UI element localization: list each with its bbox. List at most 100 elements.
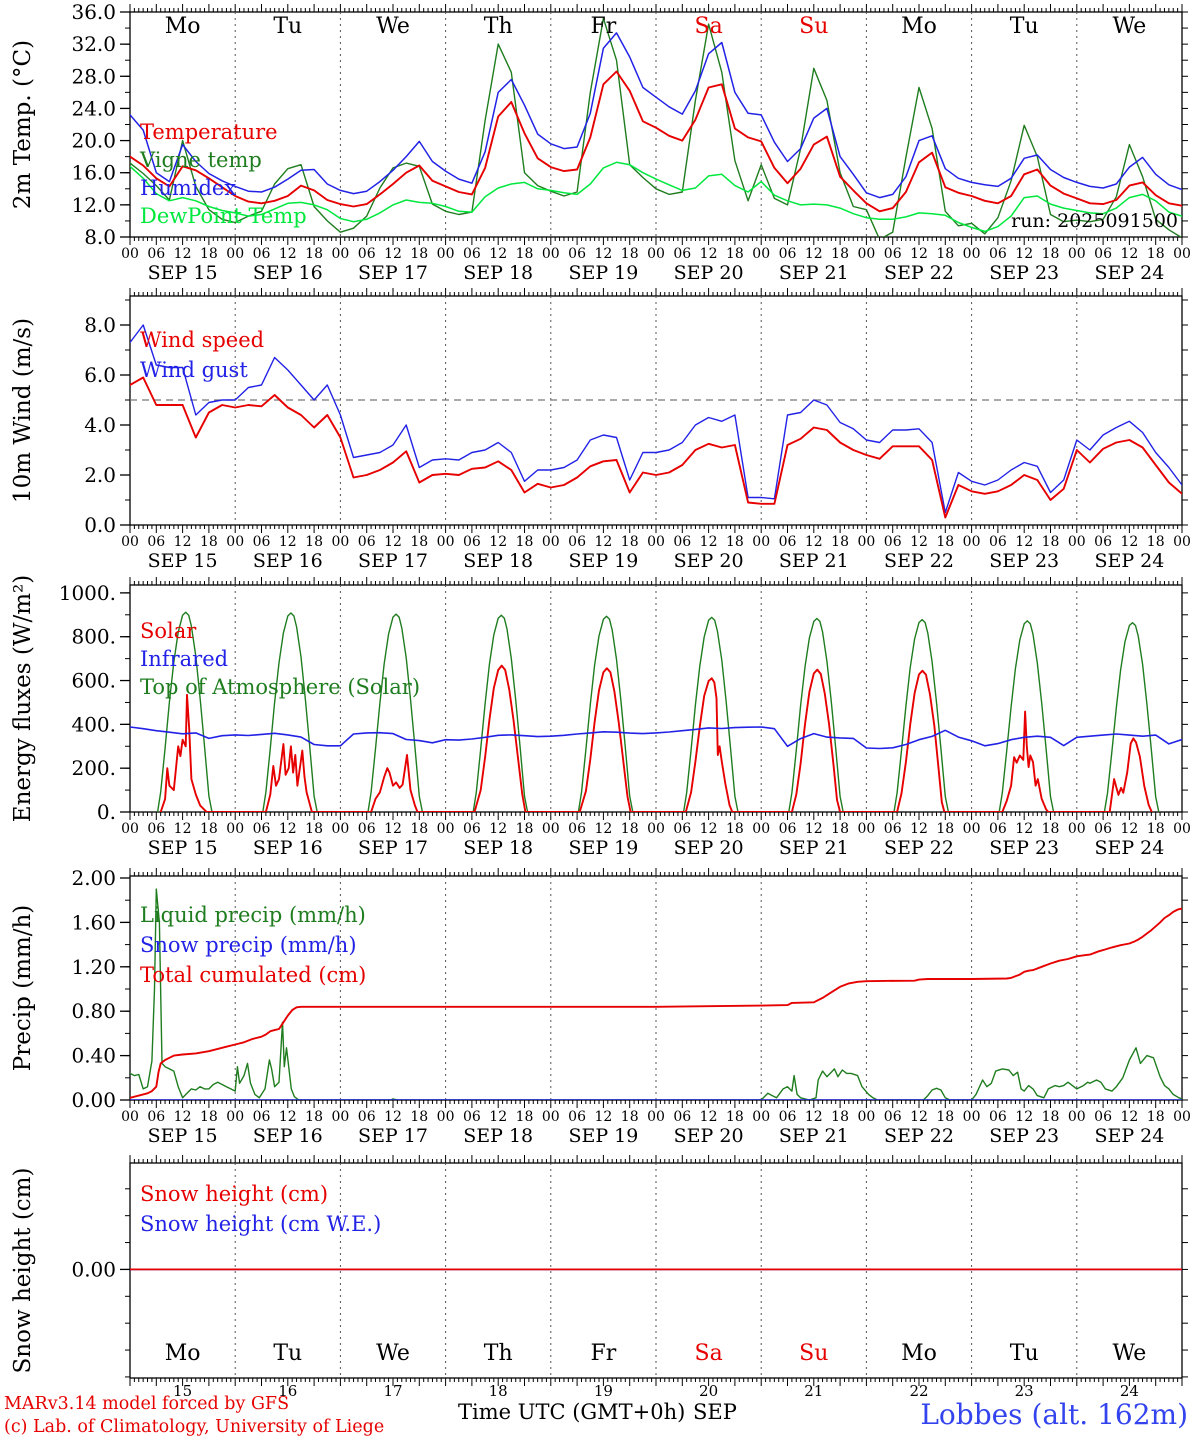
hour-label: 06 [884, 534, 902, 550]
hour-label: 00 [963, 534, 981, 550]
legend-wind-panel-1: Wind gust [140, 358, 248, 382]
hour-label: 12 [174, 534, 192, 550]
precip-panel-series-group [130, 888, 1182, 1100]
y-tick-label: 1000. [59, 581, 116, 605]
hour-label: 00 [1173, 246, 1191, 262]
hour-label: 06 [884, 821, 902, 837]
date-label: SEP 15 [148, 837, 218, 859]
hour-label: 00 [226, 1109, 244, 1125]
hour-label: 18 [621, 246, 639, 262]
hour-label: 00 [1173, 821, 1191, 837]
hour-label: 12 [910, 1109, 928, 1125]
y-tick-label: 24.0 [71, 96, 116, 120]
hour-label: 18 [516, 1109, 534, 1125]
hour-label: 12 [279, 246, 297, 262]
hour-label: 00 [1068, 246, 1086, 262]
day-label-bottom: Tu [1010, 1341, 1039, 1366]
axis-title-snow-panel: Snow height (cm) [10, 1168, 36, 1374]
hour-label: 06 [779, 534, 797, 550]
day-number: 15 [173, 1382, 192, 1400]
day-label-top: Fr [591, 14, 617, 39]
series-liquid-precip [130, 888, 1182, 1100]
hour-label: 06 [147, 821, 165, 837]
date-label: SEP 19 [568, 550, 638, 572]
hour-label: 18 [1042, 1109, 1060, 1125]
date-label: SEP 16 [253, 837, 323, 859]
hour-label: 18 [831, 534, 849, 550]
hour-label: 18 [936, 1109, 954, 1125]
hour-label: 06 [779, 821, 797, 837]
date-label: SEP 17 [358, 262, 428, 284]
day-label-top: We [1112, 14, 1146, 39]
date-label: SEP 16 [253, 1125, 323, 1147]
y-tick-label: 36.0 [71, 0, 116, 24]
day-label-bottom: Mo [165, 1341, 201, 1366]
hour-label: 06 [989, 1109, 1007, 1125]
legend-precip-panel-2: Total cumulated (cm) [140, 963, 366, 987]
hour-label: 06 [568, 246, 586, 262]
date-label: SEP 23 [989, 550, 1059, 572]
y-tick-label: 0. [97, 800, 116, 824]
date-label: SEP 20 [674, 1125, 744, 1147]
date-label: SEP 17 [358, 1125, 428, 1147]
date-label: SEP 24 [1094, 262, 1164, 284]
hour-label: 18 [936, 821, 954, 837]
site-label: Lobbes (alt. 162m) [920, 1398, 1188, 1431]
temperature-panel-series-group [130, 17, 1182, 237]
hour-label: 06 [147, 534, 165, 550]
date-label: SEP 21 [779, 1125, 849, 1147]
legend-energy-panel-1: Infrared [140, 647, 228, 671]
hour-label: 18 [305, 534, 323, 550]
hour-label: 12 [489, 246, 507, 262]
hour-label: 00 [542, 246, 560, 262]
hour-label: 18 [1042, 534, 1060, 550]
hour-label: 12 [489, 821, 507, 837]
hour-label: 18 [831, 246, 849, 262]
y-tick-label: 12.0 [71, 193, 116, 217]
hour-label: 00 [647, 246, 665, 262]
hour-label: 06 [463, 534, 481, 550]
hour-label: 18 [410, 1109, 428, 1125]
hour-label: 06 [253, 821, 271, 837]
y-tick-label: 0.40 [71, 1044, 116, 1068]
hour-label: 00 [437, 534, 455, 550]
date-label: SEP 22 [884, 1125, 954, 1147]
hour-label: 00 [542, 1109, 560, 1125]
hour-label: 00 [121, 534, 139, 550]
hour-label: 12 [489, 534, 507, 550]
hour-label: 12 [174, 821, 192, 837]
hour-label: 00 [647, 1109, 665, 1125]
hour-label: 06 [989, 246, 1007, 262]
y-tick-label: 4.0 [84, 413, 116, 437]
axis-title-energy-panel: Energy fluxes (W/m²) [10, 575, 36, 822]
legend-temperature-panel-3: DewPoint Temp [140, 204, 307, 228]
y-tick-label: 0.0 [84, 513, 116, 537]
hour-label: 18 [516, 246, 534, 262]
date-label: SEP 22 [884, 837, 954, 859]
hour-label: 12 [279, 1109, 297, 1125]
hour-label: 18 [200, 246, 218, 262]
hour-label: 12 [384, 1109, 402, 1125]
hour-label: 00 [542, 821, 560, 837]
hour-label: 18 [200, 1109, 218, 1125]
hour-label: 06 [463, 821, 481, 837]
hour-label: 12 [594, 534, 612, 550]
date-label: SEP 22 [884, 550, 954, 572]
hour-label: 06 [1094, 821, 1112, 837]
hour-label: 00 [857, 1109, 875, 1125]
date-label: SEP 15 [148, 262, 218, 284]
hour-label: 18 [726, 1109, 744, 1125]
hour-label: 06 [358, 1109, 376, 1125]
date-label: SEP 24 [1094, 1125, 1164, 1147]
hour-label: 18 [726, 246, 744, 262]
day-label-top: We [376, 14, 410, 39]
date-label: SEP 20 [674, 550, 744, 572]
hour-label: 18 [726, 534, 744, 550]
date-label: SEP 19 [568, 837, 638, 859]
hour-label: 12 [1015, 821, 1033, 837]
hour-label: 06 [253, 534, 271, 550]
hour-label: 06 [884, 1109, 902, 1125]
y-tick-label: 28.0 [71, 64, 116, 88]
day-number: 23 [1015, 1382, 1034, 1400]
